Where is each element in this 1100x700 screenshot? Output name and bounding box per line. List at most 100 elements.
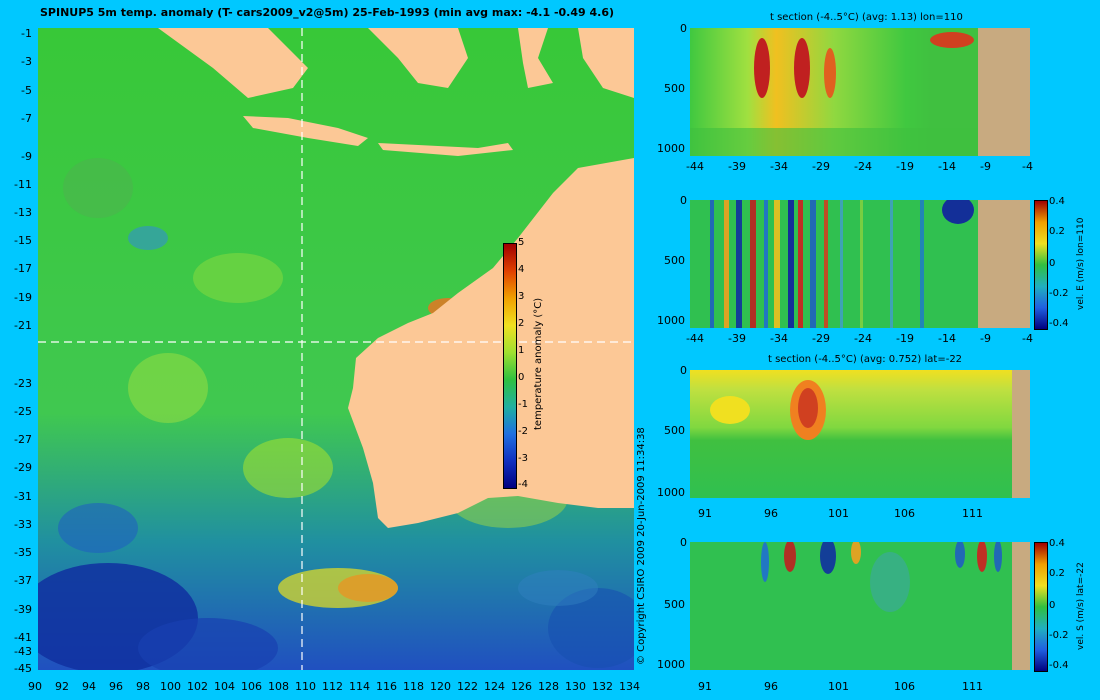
y-tick: 0 xyxy=(680,536,687,549)
x-tick: 96 xyxy=(764,507,778,520)
y-tick: 500 xyxy=(664,598,685,611)
lon-tick: 118 xyxy=(403,680,424,693)
panel4-section[interactable] xyxy=(690,542,1030,670)
y-tick: 1000 xyxy=(657,658,685,671)
temperature-anomaly-map[interactable] xyxy=(38,28,634,670)
x-tick: -39 xyxy=(728,332,746,345)
y-tick: 1000 xyxy=(657,314,685,327)
lat-tick: -1 xyxy=(21,27,32,40)
cold-eddy xyxy=(548,588,634,668)
lat-tick: -39 xyxy=(14,603,32,616)
x-tick: -19 xyxy=(896,160,914,173)
colorbar-tick: 3 xyxy=(518,291,525,302)
colorbar-tick: 0 xyxy=(1049,600,1056,611)
x-tick: 111 xyxy=(962,680,983,693)
lat-tick: -3 xyxy=(21,55,32,68)
y-tick: 500 xyxy=(664,254,685,267)
eddy xyxy=(63,158,133,218)
panel2-colorbar xyxy=(1034,200,1048,330)
x-tick: 91 xyxy=(698,680,712,693)
panel1-title: t section (-4..5°C) (avg: 1.13) lon=110 xyxy=(770,12,963,23)
colorbar-tick: 4 xyxy=(518,264,525,275)
borneo-land xyxy=(368,28,468,88)
x-tick: -29 xyxy=(812,332,830,345)
lat-tick: -27 xyxy=(14,433,32,446)
lat-tick: -31 xyxy=(14,490,32,503)
colorbar-tick: -1 xyxy=(518,399,528,410)
colorbar-tick: -0.2 xyxy=(1049,630,1069,641)
lat-axis: -1 -3 -5 -7 -9 -11 -13 -15 -17 -19 -21 -… xyxy=(0,27,36,675)
x-tick: -34 xyxy=(770,332,788,345)
colorbar-label: temperature anomaly (°C) xyxy=(533,297,544,430)
lon-tick: 114 xyxy=(349,680,370,693)
x-tick: 106 xyxy=(894,680,915,693)
warm-eddy xyxy=(338,574,398,602)
lat-tick: -15 xyxy=(14,234,32,247)
y-tick: 500 xyxy=(664,82,685,95)
lat-tick: -29 xyxy=(14,461,32,474)
lon-tick: 94 xyxy=(82,680,96,693)
y-tick: 1000 xyxy=(657,486,685,499)
colorbar-tick: 1 xyxy=(518,345,525,356)
y-tick: 0 xyxy=(680,364,687,377)
lat-tick: -7 xyxy=(21,112,32,125)
lat-tick: -5 xyxy=(21,84,32,97)
colorbar-tick: 0.4 xyxy=(1049,196,1065,207)
panel2-section[interactable] xyxy=(690,200,1030,328)
colorbar-tick: 0.4 xyxy=(1049,538,1065,549)
panel1-section[interactable] xyxy=(690,28,1030,156)
lon-tick: 134 xyxy=(619,680,640,693)
cold-eddy xyxy=(128,226,168,250)
x-tick: 96 xyxy=(764,680,778,693)
australia-land xyxy=(348,158,634,528)
new-guinea-land xyxy=(578,28,634,98)
main-title: SPINUP5 5m temp. anomaly (T- cars2009_v2… xyxy=(40,6,615,19)
cold-eddy xyxy=(58,503,138,553)
lon-tick: 122 xyxy=(457,680,478,693)
lat-tick: -21 xyxy=(14,319,32,332)
y-tick: 500 xyxy=(664,424,685,437)
lon-tick: 120 xyxy=(430,680,451,693)
lon-tick: 92 xyxy=(55,680,69,693)
lon-tick: 100 xyxy=(160,680,181,693)
colorbar-tick: 0 xyxy=(518,372,525,383)
lon-tick: 130 xyxy=(565,680,586,693)
colorbar-tick: -3 xyxy=(518,453,528,464)
colorbar-tick: 0.2 xyxy=(1049,226,1065,237)
panel3-section[interactable] xyxy=(690,370,1030,498)
y-tick: 0 xyxy=(680,22,687,35)
lon-tick: 106 xyxy=(241,680,262,693)
lat-tick: -23 xyxy=(14,377,32,390)
y-tick: 1000 xyxy=(657,142,685,155)
lon-tick: 132 xyxy=(592,680,613,693)
lat-tick: -11 xyxy=(14,178,32,191)
x-tick: 101 xyxy=(828,680,849,693)
lat-tick: -45 xyxy=(14,662,32,675)
colorbar-tick: 2 xyxy=(518,318,525,329)
lat-tick: -35 xyxy=(14,546,32,559)
lon-tick: 96 xyxy=(109,680,123,693)
sumatra-land xyxy=(158,28,308,98)
lon-tick: 104 xyxy=(214,680,235,693)
colorbar-tick: -0.4 xyxy=(1049,660,1069,671)
x-tick: -14 xyxy=(938,160,956,173)
x-tick: -24 xyxy=(854,332,872,345)
lon-tick: 128 xyxy=(538,680,559,693)
panel3-title: t section (-4..5°C) (avg: 0.752) lat=-22 xyxy=(768,354,963,365)
x-tick: -9 xyxy=(980,332,991,345)
colorbar-tick: 0.2 xyxy=(1049,568,1065,579)
copyright-text: © Copyright CSIRO 2009 20-Jun-2009 11:34… xyxy=(636,427,647,665)
warm-eddy xyxy=(128,353,208,423)
colorbar-tick: -4 xyxy=(518,479,528,490)
x-tick: 91 xyxy=(698,507,712,520)
sulawesi-land xyxy=(518,28,553,88)
colorbar-tick: 5 xyxy=(518,237,525,248)
lon-tick: 126 xyxy=(511,680,532,693)
lon-tick: 124 xyxy=(484,680,505,693)
x-tick: -29 xyxy=(812,160,830,173)
lat-tick: -19 xyxy=(14,291,32,304)
x-tick: -39 xyxy=(728,160,746,173)
x-tick: -9 xyxy=(980,160,991,173)
cold-eddy xyxy=(138,618,278,670)
y-tick: 0 xyxy=(680,194,687,207)
